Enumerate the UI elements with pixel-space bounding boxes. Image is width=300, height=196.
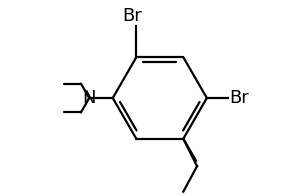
Text: Br: Br	[230, 89, 249, 107]
Text: Br: Br	[122, 7, 142, 25]
Text: N: N	[82, 89, 96, 107]
